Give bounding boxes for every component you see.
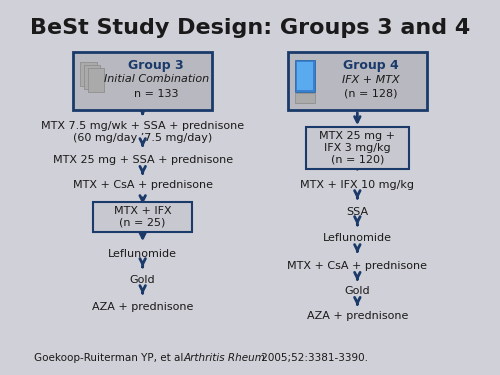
FancyBboxPatch shape [306, 127, 409, 169]
Text: AZA + prednisone: AZA + prednisone [92, 302, 194, 312]
FancyBboxPatch shape [88, 68, 104, 92]
Text: MTX + CsA + prednisone: MTX + CsA + prednisone [72, 180, 212, 190]
Text: SSA: SSA [346, 207, 368, 217]
Text: MTX 25 mg + SSA + prednisone: MTX 25 mg + SSA + prednisone [52, 155, 233, 165]
Text: MTX + IFX
(n = 25): MTX + IFX (n = 25) [114, 206, 172, 228]
FancyBboxPatch shape [80, 62, 96, 86]
FancyBboxPatch shape [295, 60, 315, 92]
Text: Leflunomide: Leflunomide [323, 233, 392, 243]
Text: 2005;52:3381-3390.: 2005;52:3381-3390. [258, 353, 368, 363]
Text: MTX 25 mg +
IFX 3 mg/kg
(n = 120): MTX 25 mg + IFX 3 mg/kg (n = 120) [320, 131, 396, 165]
Text: Goekoop-Ruiterman YP, et al.: Goekoop-Ruiterman YP, et al. [34, 353, 190, 363]
Text: Group 3: Group 3 [128, 60, 184, 72]
FancyBboxPatch shape [74, 52, 212, 110]
FancyBboxPatch shape [295, 93, 315, 103]
Text: Leflunomide: Leflunomide [108, 249, 177, 259]
FancyBboxPatch shape [94, 202, 192, 232]
Text: Gold: Gold [130, 275, 156, 285]
Text: Gold: Gold [344, 286, 370, 296]
Text: MTX 7.5 mg/wk + SSA + prednisone
(60 mg/day ’7.5 mg/day): MTX 7.5 mg/wk + SSA + prednisone (60 mg/… [41, 121, 244, 143]
Text: MTX + IFX 10 mg/kg: MTX + IFX 10 mg/kg [300, 180, 414, 190]
Text: Initial Combination: Initial Combination [104, 74, 208, 84]
Text: IFX + MTX: IFX + MTX [342, 75, 400, 85]
FancyBboxPatch shape [84, 65, 100, 89]
FancyBboxPatch shape [297, 62, 313, 90]
Text: AZA + prednisone: AZA + prednisone [306, 311, 408, 321]
Text: Arthritis Rheum.: Arthritis Rheum. [184, 353, 269, 363]
Text: Group 4: Group 4 [343, 60, 398, 72]
Text: (n = 128): (n = 128) [344, 89, 398, 99]
Text: n = 133: n = 133 [134, 89, 178, 99]
FancyBboxPatch shape [288, 52, 426, 110]
Text: MTX + CsA + prednisone: MTX + CsA + prednisone [288, 261, 428, 271]
Text: BeSt Study Design: Groups 3 and 4: BeSt Study Design: Groups 3 and 4 [30, 18, 470, 38]
